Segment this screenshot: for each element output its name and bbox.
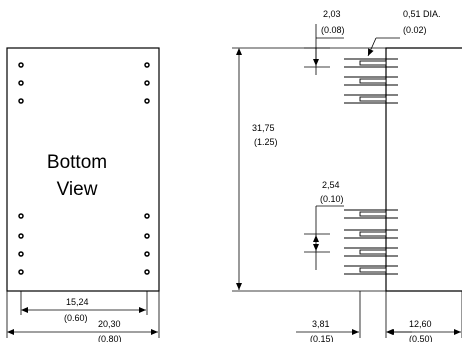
pin-length-dimension [304,24,344,75]
bottom-view-outline [6,47,160,292]
pin-circle [144,62,150,68]
offset-in: (0.15) [310,334,334,342]
pin-length-mm: 2,03 [323,9,341,19]
pin-circle [18,269,24,275]
pin-pitch-mm: 2,54 [322,180,340,190]
pin-circle [144,233,150,239]
pin-circle [18,98,24,104]
side-view-pins [344,58,398,275]
pin-diameter-in: (0.02) [403,25,427,35]
bottom-view-label-line2: View [57,179,98,200]
pin-circle [144,269,150,275]
pin-circle [144,98,150,104]
pin-circle [144,251,150,257]
depth-in: (0.50) [409,334,433,342]
side-view: 31,75 (1.25) 2,03 (0.08) 0,51 DIA. (0.02… [232,9,462,342]
pin-length-in: (0.08) [321,25,345,35]
bottom-view-label-line1: Bottom [47,152,107,173]
width-mm: 20,30 [98,319,121,329]
offset-mm: 3,81 [312,319,330,329]
pin-circle [144,213,150,219]
width-in: (0.80) [98,334,122,342]
bottom-view: Bottom View 15,24 (0.60) 20,30 (0.80) [6,47,160,342]
pin-spacing-mm: 15,24 [66,297,89,307]
pin-circle [18,62,24,68]
side-view-extension-lines [232,47,462,338]
pin-pitch-in: (0.10) [320,194,344,204]
pin-circle [18,251,24,257]
pin-circle [144,80,150,86]
pin-spacing-in: (0.60) [64,313,88,323]
pin-circle [18,213,24,219]
pin-circle [18,233,24,239]
depth-mm: 12,60 [409,319,432,329]
side-view-body-outline [385,47,462,292]
pin-circle [18,80,24,86]
height-mm: 31,75 [252,123,275,133]
bottom-view-pins [18,62,150,275]
height-in: (1.25) [254,137,278,147]
pin-diameter-mm: 0,51 DIA. [403,9,441,19]
pin-pitch-dimension [304,205,344,270]
pin-diameter-dimension [367,37,400,57]
